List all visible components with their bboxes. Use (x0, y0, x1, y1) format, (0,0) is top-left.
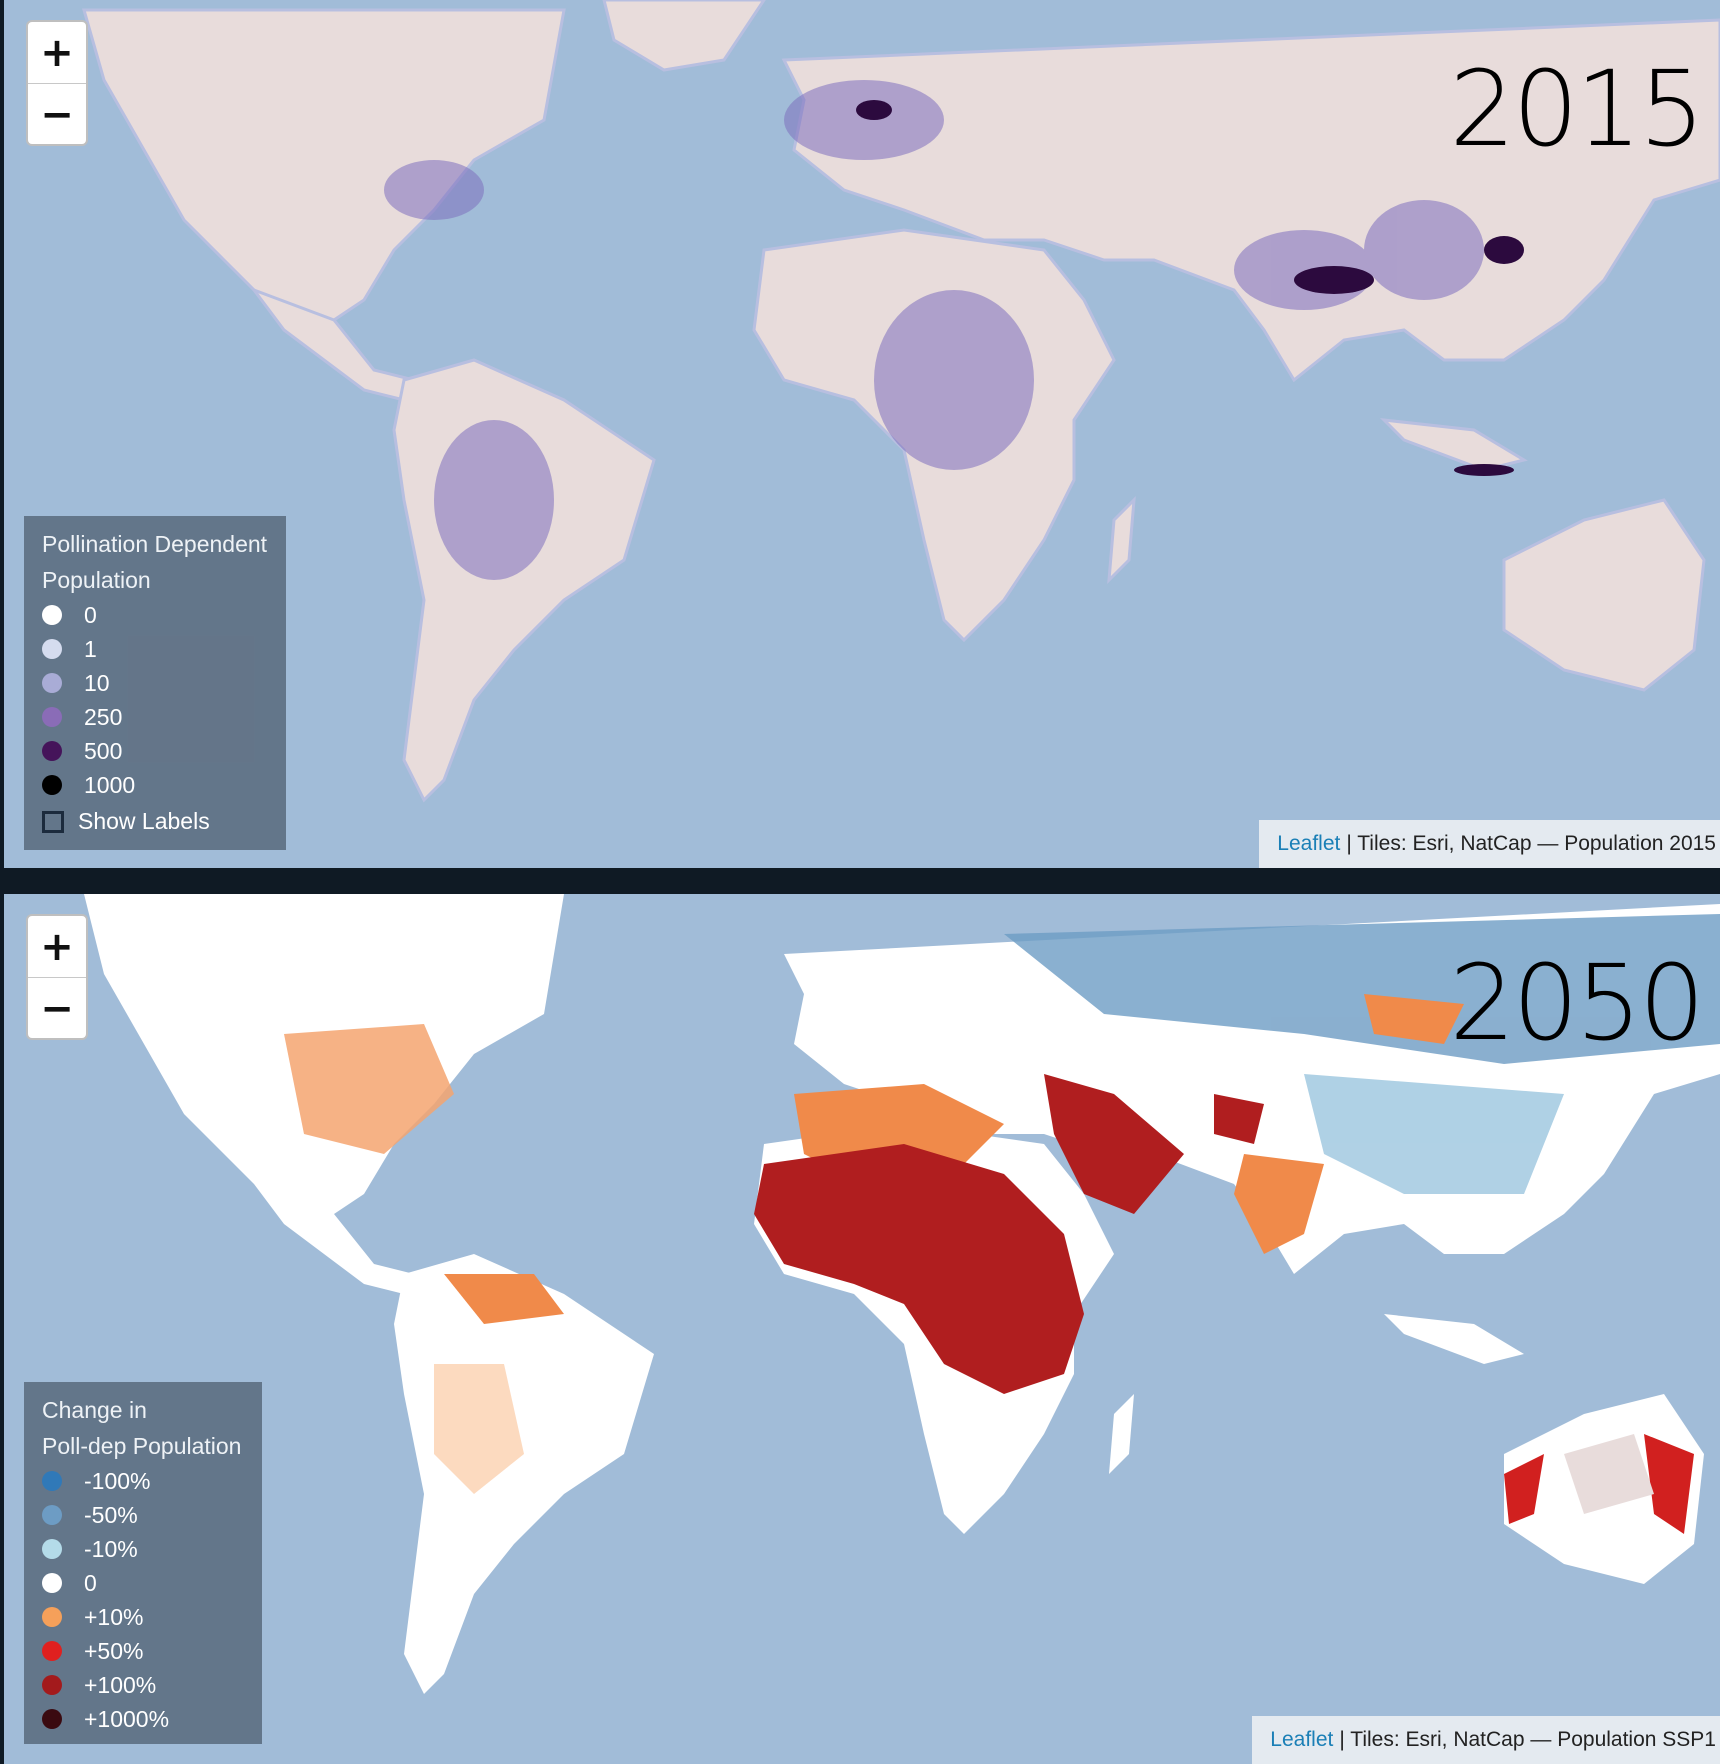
legend-swatch (42, 1641, 62, 1661)
legend-item: 10 (42, 666, 268, 700)
zoom-control: + − (26, 914, 88, 1040)
eurasia (781, 18, 1720, 383)
legend-title-line1: Change in (42, 1397, 147, 1423)
central-america (254, 1184, 414, 1294)
growth-zones-red (754, 1074, 1264, 1394)
legend-swatch (42, 1675, 62, 1695)
density-overlay-2015 (384, 80, 1484, 580)
legend-label: -10% (84, 1535, 138, 1562)
indonesia (1384, 1314, 1524, 1364)
legend-label: +50% (84, 1637, 144, 1664)
map-2050[interactable]: + − 2050 Change in Poll-dep Population -… (4, 894, 1720, 1764)
legend-swatch (42, 1709, 62, 1729)
north-america (82, 8, 566, 332)
density-hotspots-2015 (856, 100, 1524, 476)
madagascar (1107, 496, 1136, 584)
leaflet-link[interactable]: Leaflet (1270, 1728, 1334, 1751)
madagascar (1109, 1394, 1134, 1474)
indonesia (1379, 418, 1528, 472)
legend-swatch (42, 1505, 62, 1525)
south-america (394, 1254, 654, 1694)
legend-item: 0 (42, 598, 268, 632)
zoom-control: + − (26, 20, 88, 146)
legend-swatch (42, 1539, 62, 1559)
legend-title-line2: Population (42, 567, 151, 593)
greenland (602, 0, 766, 72)
show-labels-toggle[interactable]: Show Labels (42, 808, 268, 835)
legend-label: -50% (84, 1501, 138, 1528)
legend-swatch (42, 639, 62, 659)
australia (1502, 498, 1706, 692)
legend-item: +50% (42, 1634, 244, 1668)
legend-label: 500 (84, 737, 123, 764)
legend-swatch (42, 673, 62, 693)
attribution-2050: Leaflet | Tiles: Esri, NatCap — Populati… (1252, 1716, 1720, 1764)
legend-swatch (42, 775, 62, 795)
leaflet-link[interactable]: Leaflet (1277, 832, 1341, 855)
zoom-out-button[interactable]: − (40, 985, 74, 1032)
legend-item: 1000 (42, 768, 268, 802)
legend-label: +100% (84, 1671, 157, 1698)
legend-2015: Pollination Dependent Population 0 1 10 … (24, 516, 286, 850)
americas-growth (284, 1024, 524, 1494)
legend-items: -100% -50% -10% 0 +10% +50% +100% +1000% (42, 1464, 244, 1736)
south-america (392, 358, 656, 803)
zoom-in-button[interactable]: + (28, 916, 86, 978)
legend-label: 250 (84, 703, 123, 730)
legend-2050: Change in Poll-dep Population -100% -50%… (24, 1382, 262, 1744)
year-label: 2050 (1449, 942, 1705, 1064)
legend-item: +1000% (42, 1702, 244, 1736)
legend-label: 0 (84, 601, 97, 628)
attribution-text: | Tiles: Esri, NatCap — Population 2015 (1346, 832, 1716, 855)
australia-growth (1504, 1434, 1694, 1534)
legend-label: 10 (84, 669, 110, 696)
legend-item: -50% (42, 1498, 244, 1532)
legend-swatch (42, 605, 62, 625)
attribution-text: | Tiles: Esri, NatCap — Population SSP1 (1339, 1728, 1716, 1751)
legend-item: -10% (42, 1532, 244, 1566)
legend-item: 250 (42, 700, 268, 734)
legend-label: 0 (84, 1569, 97, 1596)
legend-label: +10% (84, 1603, 144, 1630)
show-labels-label: Show Labels (78, 808, 210, 834)
legend-label: +1000% (84, 1705, 170, 1732)
attribution-2015: Leaflet | Tiles: Esri, NatCap — Populati… (1259, 820, 1720, 868)
legend-item: 500 (42, 734, 268, 768)
map-2015-basemap[interactable] (4, 0, 1720, 868)
show-labels-checkbox[interactable] (42, 810, 64, 833)
legend-item: +100% (42, 1668, 244, 1702)
legend-swatch (42, 1573, 62, 1593)
legend-swatch (42, 1607, 62, 1627)
legend-title-line2: Poll-dep Population (42, 1433, 242, 1459)
zoom-in-button[interactable]: + (28, 22, 86, 84)
zoom-out-button[interactable]: − (40, 91, 74, 138)
legend-swatch (42, 707, 62, 727)
year-label: 2015 (1449, 48, 1705, 170)
legend-item: -100% (42, 1464, 244, 1498)
australia-interior (1564, 1434, 1654, 1514)
legend-label: 1000 (84, 771, 136, 798)
legend-item: +10% (42, 1600, 244, 1634)
legend-swatch (42, 741, 62, 761)
decline-zones (1004, 914, 1720, 1194)
legend-item: 1 (42, 632, 268, 666)
legend-item: 0 (42, 1566, 244, 1600)
legend-title-line1: Pollination Dependent (42, 531, 268, 557)
legend-swatch (42, 1471, 62, 1491)
legend-label: -100% (84, 1467, 151, 1494)
map-2015[interactable]: + − 2015 Pollination Dependent Populatio… (4, 0, 1720, 868)
legend-items: 0 1 10 250 500 1000 (42, 598, 268, 802)
legend-label: 1 (84, 635, 97, 662)
map-2050-basemap[interactable] (4, 894, 1720, 1764)
